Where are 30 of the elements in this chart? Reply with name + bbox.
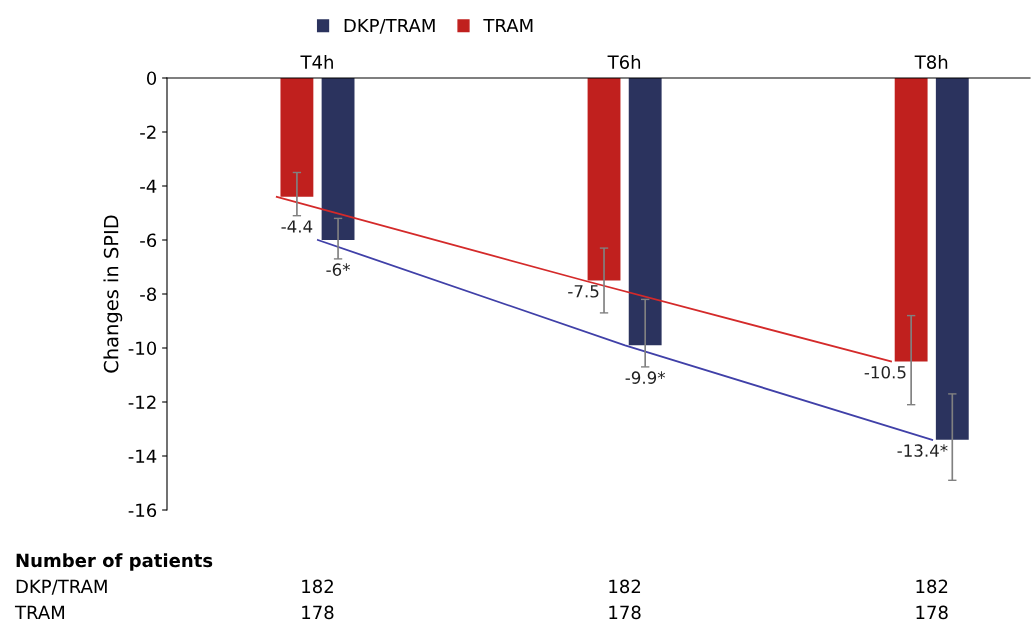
- text: Number of patients: [16, 553, 213, 571]
- y-tick-label: 0: [146, 71, 157, 86]
- legend-label: TRAM: [483, 18, 533, 33]
- y-tick-label: -6: [140, 233, 157, 248]
- y-tick-label: -10: [128, 341, 157, 356]
- text: 178: [609, 605, 641, 620]
- data-label: -10.5: [864, 365, 906, 379]
- legend-label: DKP/TRAM: [344, 18, 435, 34]
- y-tick-label: -16: [128, 503, 157, 518]
- y-tick-label: -4: [140, 179, 157, 193]
- data-label: -9.9*: [625, 371, 666, 384]
- x-tick-label: T4h: [300, 54, 333, 69]
- x-tick-label: T6h: [607, 54, 641, 69]
- text: 182: [916, 579, 948, 594]
- text: 182: [609, 579, 641, 594]
- text: DKP/TRAM: [16, 579, 107, 595]
- y-tick-label: -8: [140, 287, 157, 302]
- data-label: -13.4*: [897, 444, 948, 457]
- text: 178: [916, 605, 948, 620]
- data-label: -4.4: [281, 220, 313, 233]
- y-tick-label: -12: [128, 395, 156, 409]
- text: TRAM: [14, 605, 65, 619]
- data-label: -7.5: [568, 285, 599, 298]
- x-tick-label: T8h: [914, 54, 948, 69]
- text: 182: [302, 579, 333, 594]
- y-tick-label: -14: [128, 449, 157, 463]
- y-axis-title: Changes in SPID: [103, 215, 123, 373]
- y-tick-label: -2: [140, 125, 156, 139]
- text: 178: [302, 605, 334, 620]
- data-label: -6*: [326, 263, 351, 276]
